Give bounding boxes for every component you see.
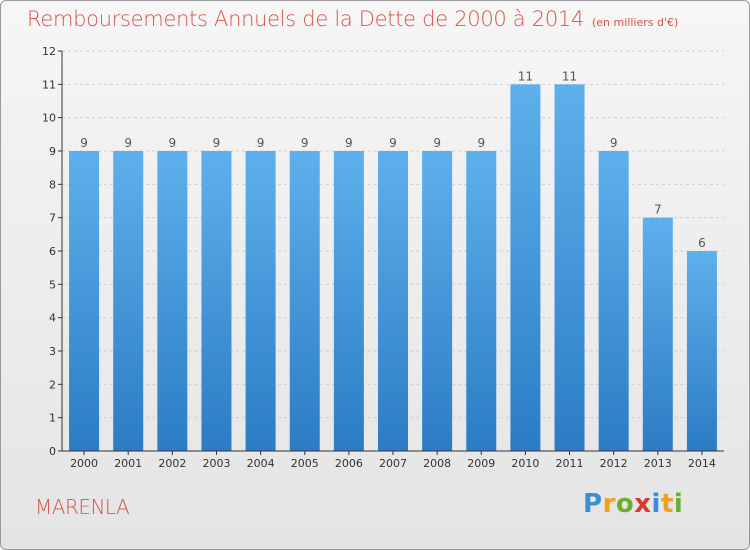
- bar-2002: [157, 151, 188, 451]
- x-tick-label-2003: 2003: [202, 457, 230, 470]
- data-label-2011: 11: [562, 69, 577, 83]
- logo-letter: i: [651, 489, 661, 519]
- chart-subtitle: (en milliers d'€): [592, 16, 679, 29]
- bar-2014: [686, 251, 717, 451]
- x-tick-label-2011: 2011: [556, 457, 584, 470]
- y-tick-label: 11: [42, 78, 56, 91]
- y-tick-label: 6: [49, 245, 56, 258]
- y-tick-label: 1: [49, 412, 56, 425]
- x-tick-label-2013: 2013: [644, 457, 672, 470]
- data-label-2000: 9: [80, 136, 88, 150]
- data-label-2001: 9: [124, 136, 132, 150]
- bar-2013: [642, 217, 673, 451]
- y-tick-label: 5: [49, 278, 56, 291]
- x-tick-label-2009: 2009: [467, 457, 495, 470]
- bar-2012: [598, 151, 629, 451]
- bar-2003: [201, 151, 232, 451]
- data-label-2008: 9: [433, 136, 441, 150]
- logo-letter: P: [583, 489, 603, 519]
- x-tick-label-2012: 2012: [600, 457, 628, 470]
- data-label-2014: 6: [698, 236, 706, 250]
- data-label-2004: 9: [257, 136, 265, 150]
- y-tick-label: 12: [42, 45, 56, 58]
- y-tick-label: 8: [49, 178, 56, 191]
- x-tick-label-2008: 2008: [423, 457, 451, 470]
- x-tick-label-2001: 2001: [114, 457, 142, 470]
- chart-title: Remboursements Annuels de la Dette de 20…: [27, 7, 584, 31]
- bar-2007: [378, 151, 408, 451]
- y-tick-label: 10: [42, 112, 56, 125]
- bar-2004: [245, 151, 276, 451]
- data-label-2013: 7: [654, 203, 662, 217]
- logo-letter: t: [660, 489, 674, 519]
- bar-2008: [422, 151, 453, 451]
- y-tick-label: 0: [49, 445, 56, 458]
- x-tick-label-2006: 2006: [335, 457, 363, 470]
- data-label-2006: 9: [345, 136, 353, 150]
- data-label-2010: 11: [518, 69, 533, 83]
- data-label-2012: 9: [610, 136, 618, 150]
- data-label-2007: 9: [389, 136, 397, 150]
- logo-letter: o: [615, 489, 635, 519]
- logo-letter: r: [602, 489, 616, 519]
- chart-title-row: Remboursements Annuels de la Dette de 20…: [27, 7, 678, 31]
- data-label-2009: 9: [477, 136, 485, 150]
- y-tick-label: 9: [49, 145, 56, 158]
- bar-2006: [333, 151, 364, 451]
- x-tick-label-2000: 2000: [70, 457, 98, 470]
- bar-2005: [289, 151, 320, 451]
- y-tick-label: 4: [49, 312, 56, 325]
- x-tick-label-2002: 2002: [158, 457, 186, 470]
- y-tick-label: 2: [49, 378, 56, 391]
- bar-2011: [554, 84, 585, 451]
- x-tick-label-2005: 2005: [291, 457, 319, 470]
- x-tick-label-2014: 2014: [688, 457, 716, 470]
- bar-2009: [466, 151, 497, 451]
- data-label-2003: 9: [213, 136, 221, 150]
- bar-2001: [113, 151, 144, 451]
- commune-name: MARENLA: [35, 495, 130, 519]
- logo-letter: x: [634, 489, 652, 519]
- y-tick-label: 7: [49, 212, 56, 225]
- x-tick-label-2007: 2007: [379, 457, 407, 470]
- proxiti-logo[interactable]: Proxiti: [583, 489, 683, 519]
- bar-2010: [510, 84, 541, 451]
- data-label-2002: 9: [169, 136, 177, 150]
- data-label-2005: 9: [301, 136, 309, 150]
- y-tick-label: 3: [49, 345, 56, 358]
- x-tick-label-2004: 2004: [247, 457, 275, 470]
- bar-2000: [69, 151, 100, 451]
- logo-letter: i: [673, 489, 684, 519]
- x-tick-label-2010: 2010: [511, 457, 539, 470]
